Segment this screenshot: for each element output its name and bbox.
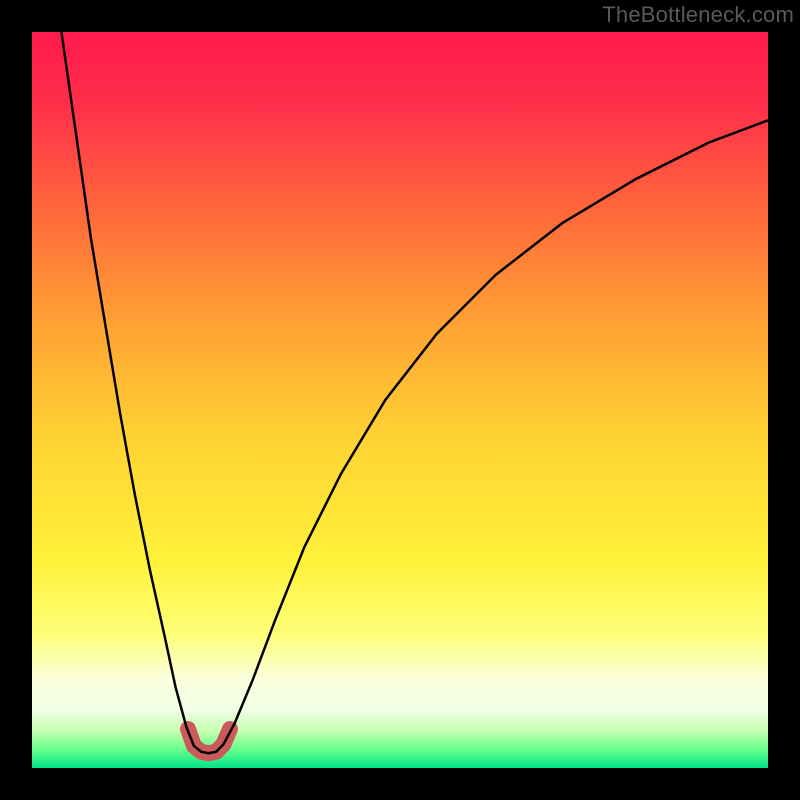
chart-background (32, 32, 768, 768)
watermark-text: TheBottleneck.com (602, 2, 794, 28)
chart-frame: TheBottleneck.com (0, 0, 800, 800)
bottleneck-curve-chart (0, 0, 800, 800)
